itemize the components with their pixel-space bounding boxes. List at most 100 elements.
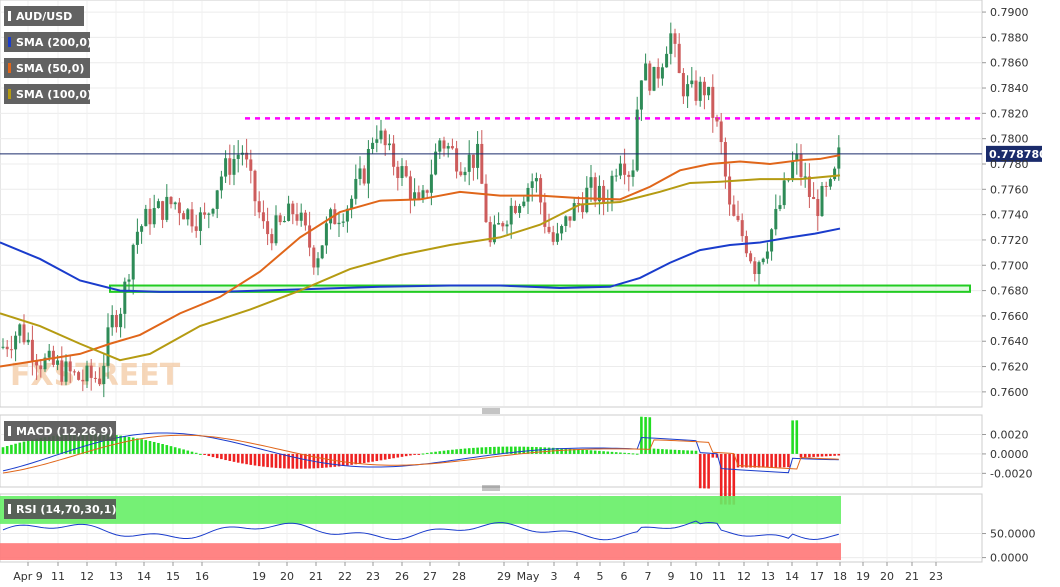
macd-histogram-bar — [287, 453, 290, 469]
candle — [131, 243, 135, 295]
x-tick-label: 12 — [80, 570, 94, 583]
candle — [442, 136, 446, 157]
macd-histogram-bar — [106, 434, 110, 454]
candle — [379, 119, 383, 144]
rsi-legend[interactable]: RSI (14,70,30,1) — [4, 499, 116, 519]
macd-histogram-bar — [404, 453, 408, 457]
x-tick-label: 21 — [905, 570, 919, 583]
candle — [93, 371, 97, 383]
macd-histogram-bar — [178, 448, 181, 454]
y-tick-label: 0.7740 — [990, 209, 1029, 222]
macd-legend[interactable]: MACD (12,26,9) — [4, 421, 116, 441]
macd-histogram-bar — [186, 450, 190, 454]
candle — [434, 143, 438, 176]
candle — [749, 250, 753, 264]
macd-histogram-bar — [602, 451, 605, 454]
macd-histogram-bar — [207, 453, 211, 457]
macd-histogram-bar — [585, 449, 589, 454]
candle — [471, 154, 475, 181]
macd-histogram-bar — [782, 453, 786, 468]
macd-histogram-bar — [682, 450, 685, 454]
macd-histogram-bar — [543, 447, 547, 454]
macd-histogram-bar — [47, 436, 51, 454]
candle — [765, 242, 769, 264]
macd-histogram-bar — [451, 449, 454, 454]
x-axis: Apr 9 11 12 13 14 15 16 19 20 21 22 23 26 27 28 29 May 3 4… — [13, 562, 943, 583]
candle — [173, 201, 177, 210]
price-pane — [0, 0, 983, 408]
macd-histogram-bar — [152, 441, 156, 454]
macd-histogram-bar — [791, 420, 794, 454]
macd-histogram-bar — [64, 434, 68, 454]
macd-histogram-bar — [257, 453, 261, 467]
legend-item[interactable]: SMA (200,0) — [4, 32, 92, 52]
legend-item[interactable]: AUD/USD — [4, 6, 84, 26]
candle — [203, 202, 207, 219]
macd-histogram-bar — [770, 453, 773, 468]
candle — [375, 125, 379, 153]
x-tick-label: 17 — [810, 570, 824, 583]
candle — [774, 194, 778, 236]
candle — [148, 198, 152, 235]
macd-histogram-bar — [417, 453, 421, 455]
candle — [631, 159, 635, 187]
candle — [488, 216, 492, 247]
candle — [560, 224, 564, 241]
candle — [812, 182, 816, 200]
current-price-tag — [986, 145, 1042, 162]
x-tick-label: 23 — [929, 570, 943, 583]
macd-histogram-bar — [833, 453, 836, 456]
macd-histogram-bar — [635, 453, 639, 455]
macd-histogram-bar — [1, 447, 5, 454]
macd-histogram-bar — [446, 450, 450, 454]
y-tick-label: 0.0000 — [990, 552, 1029, 565]
macd-histogram-bar — [119, 435, 122, 454]
candle — [312, 245, 316, 275]
pane-divider-handle[interactable] — [482, 485, 500, 491]
y-tick-label: 0.7900 — [990, 6, 1029, 19]
macd-histogram-bar — [182, 449, 185, 454]
macd-histogram-bar — [455, 449, 458, 454]
macd-histogram-bar — [266, 453, 269, 468]
macd-histogram-bar — [837, 453, 841, 456]
legend: AUD/USD SMA (200,0) SMA (50,0) SMA (100,0) M… — [4, 6, 116, 519]
macd-histogram-bar — [568, 448, 572, 454]
macd-histogram-bar — [392, 453, 395, 459]
macd-histogram-bar — [501, 446, 505, 454]
macd-histogram-bar — [598, 450, 601, 454]
legend-item[interactable]: SMA (100,0) — [4, 84, 92, 104]
candle — [371, 137, 375, 154]
macd-histogram-bar — [400, 453, 404, 457]
candle — [77, 370, 81, 381]
pane-divider-handle[interactable] — [482, 408, 500, 414]
macd-histogram-bar — [514, 446, 517, 454]
candle — [68, 355, 72, 383]
candle — [686, 75, 690, 109]
rsi-indicator — [0, 496, 841, 560]
candle — [753, 257, 757, 282]
macd-histogram-bar — [274, 453, 278, 468]
macd-histogram-bar — [224, 453, 227, 461]
candle — [421, 185, 425, 203]
candle — [282, 216, 286, 223]
macd-histogram-bar — [131, 437, 135, 454]
macd-histogram-bar — [140, 439, 143, 454]
macd-histogram-bar — [299, 453, 303, 469]
candle — [824, 181, 828, 197]
macd-histogram-bar — [425, 452, 429, 454]
candle — [291, 200, 295, 225]
candle — [156, 198, 160, 209]
macd-histogram-bar — [253, 453, 257, 466]
candle — [694, 70, 698, 106]
candle — [114, 310, 118, 333]
x-tick-label: 20 — [880, 570, 894, 583]
macd-histogram-bar — [745, 453, 748, 468]
legend-item[interactable]: SMA (50,0) — [4, 58, 90, 78]
macd-histogram-bar — [564, 448, 568, 454]
macd-histogram-bar — [648, 417, 652, 454]
macd-histogram-bar — [283, 453, 286, 469]
macd-histogram-bar — [43, 437, 47, 454]
candle — [274, 205, 278, 246]
candle — [60, 346, 64, 386]
macd-histogram-bar — [262, 453, 265, 467]
